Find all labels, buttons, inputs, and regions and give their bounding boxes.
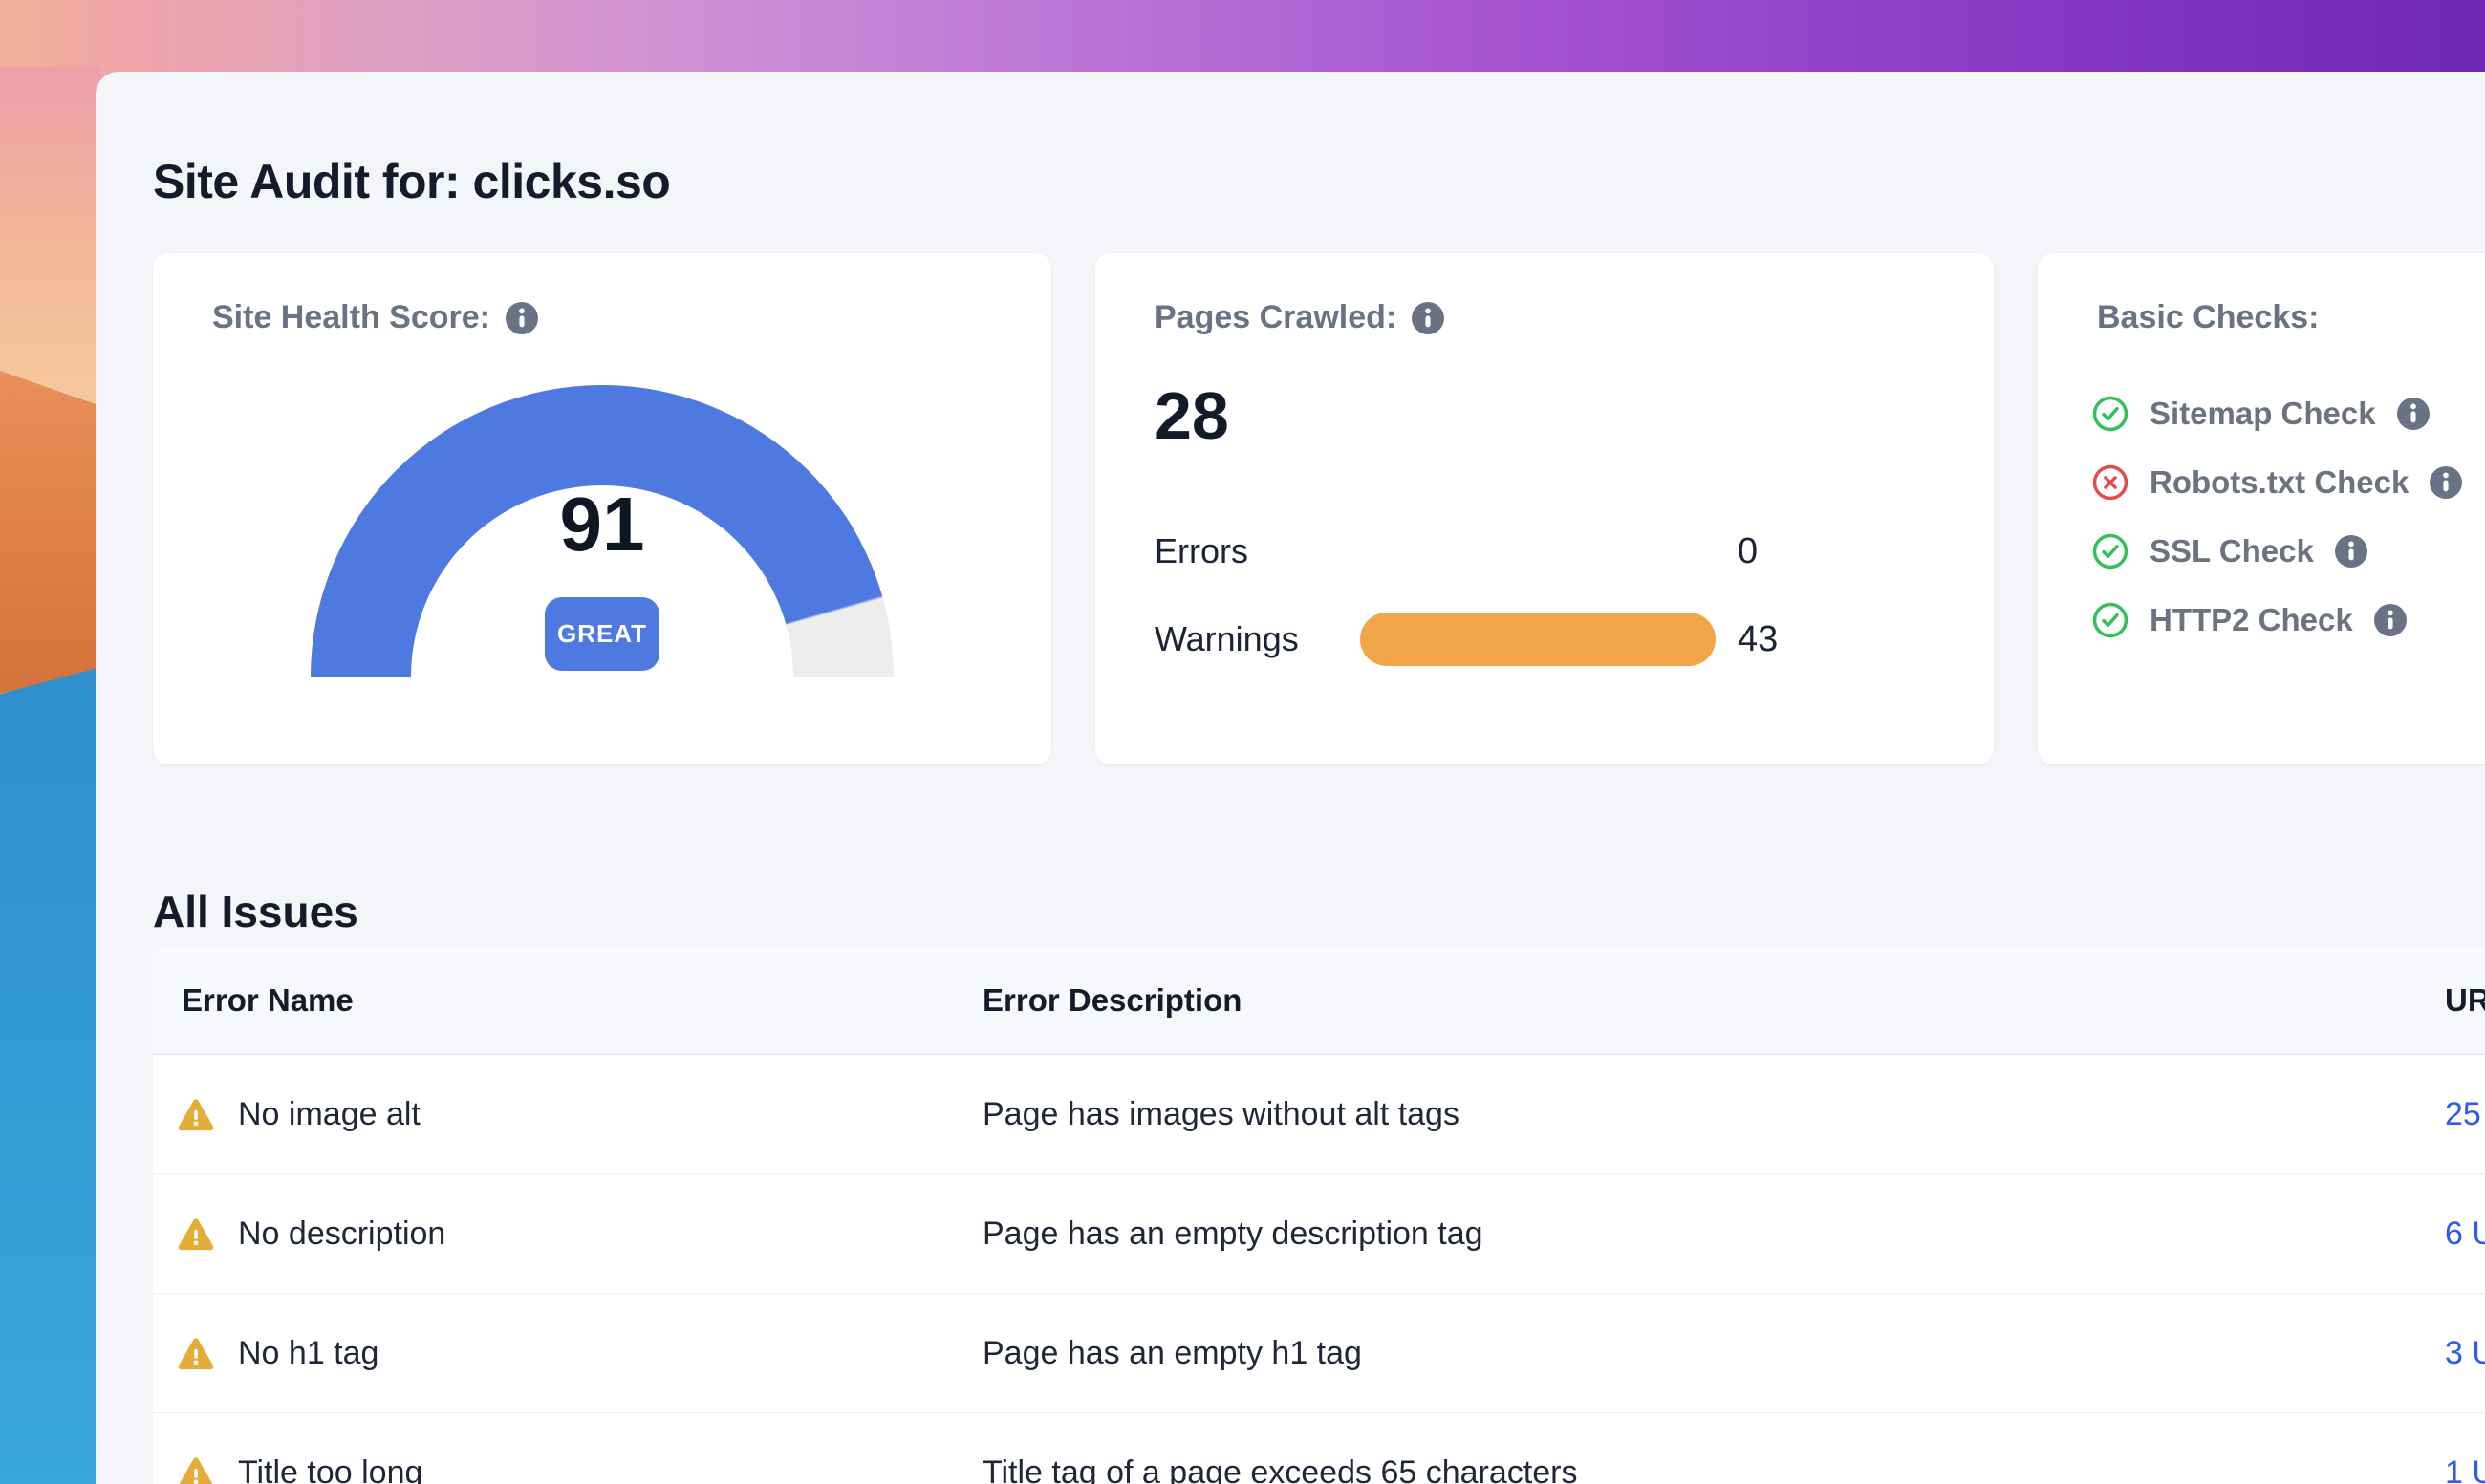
wallpaper-blue-band xyxy=(0,667,101,1484)
error-description: Page has images without alt tags xyxy=(983,1095,1459,1132)
summary-cards: Site Health Score: 91 GREAT Pages Crawle… xyxy=(153,253,2485,764)
table-row: No h1 tag Page has an empty h1 tag 3 URL… xyxy=(153,1294,2485,1413)
error-name: No description xyxy=(238,1215,446,1252)
check-circle-icon xyxy=(2092,602,2128,638)
crawl-stat-value: 0 xyxy=(1738,530,1759,571)
wallpaper-orange-band xyxy=(0,371,101,694)
crawl-stat-bar-cell xyxy=(1360,613,1738,666)
basic-check-item: SSL Check xyxy=(2092,517,2462,586)
info-icon[interactable] xyxy=(2334,535,2367,568)
crawl-stats: Errors 0 Warnings 43 xyxy=(1155,523,1934,699)
basic-check-item: Robots.txt Check xyxy=(2092,448,2463,517)
crawl-stat-label: Errors xyxy=(1155,531,1248,570)
basic-check-label: Sitemap Check xyxy=(2150,396,2376,431)
table-body: No image alt Page has images without alt… xyxy=(153,1055,2485,1484)
error-name: Title too long xyxy=(238,1453,423,1484)
crawl-stat-label: Warnings xyxy=(1155,619,1299,658)
basic-check-label: Robots.txt Check xyxy=(2150,464,2409,500)
all-issues-table: Error Name Error Description URLs No ima… xyxy=(153,946,2485,1484)
urls-link[interactable]: 6 URLs xyxy=(2445,1215,2485,1252)
warning-triangle-icon xyxy=(177,1216,215,1252)
app-window: Site Audit for: clicks.so Site Health Sc… xyxy=(96,72,2485,1484)
basic-checks-card: Basic Checks: Sitemap Check Robots.txt C… xyxy=(2038,253,2485,764)
warnings-bar xyxy=(1360,613,1716,666)
card-heading: Basic Checks: xyxy=(2097,299,2319,336)
column-header-urls: URLs xyxy=(2445,981,2485,1018)
x-circle-icon xyxy=(2092,464,2128,501)
crawl-stat-row: Warnings 43 xyxy=(1155,611,1934,668)
card-heading: Pages Crawled: xyxy=(1155,299,1445,336)
column-header-error-description: Error Description xyxy=(983,981,1242,1018)
urls-link[interactable]: 1 URL xyxy=(2445,1453,2485,1484)
health-score-badge: GREAT xyxy=(544,597,660,671)
warning-triangle-icon xyxy=(177,1455,215,1484)
info-icon[interactable] xyxy=(2430,466,2463,499)
info-icon[interactable] xyxy=(1412,301,1445,334)
basic-check-item: HTTP2 Check xyxy=(2092,586,2462,655)
table-row: Title too long Title tag of a page excee… xyxy=(153,1413,2485,1484)
health-gauge: 91 GREAT xyxy=(311,385,894,677)
pages-crawled-label: Pages Crawled: xyxy=(1155,299,1397,335)
crawl-stat-value: 43 xyxy=(1738,618,1779,659)
check-circle-icon xyxy=(2092,396,2128,432)
page-title: Site Audit for: clicks.so xyxy=(153,154,671,208)
basic-check-item: Sitemap Check xyxy=(2092,379,2462,448)
crawl-stat-bar-cell xyxy=(1360,525,1738,578)
error-name: No h1 tag xyxy=(238,1334,379,1371)
health-score-value: 91 xyxy=(559,482,645,567)
info-icon[interactable] xyxy=(2373,604,2407,636)
basic-checks-list: Sitemap Check Robots.txt Check SSL Check xyxy=(2092,379,2463,655)
error-description: Page has an empty description tag xyxy=(983,1215,1483,1252)
error-name-cell: No image alt xyxy=(153,1096,983,1133)
error-name: No image alt xyxy=(238,1095,421,1132)
basic-checks-label: Basic Checks: xyxy=(2097,299,2320,335)
pages-crawled-card: Pages Crawled: 28 Errors 0 Warnings 43 xyxy=(1095,253,1994,764)
error-description: Page has an empty h1 tag xyxy=(983,1334,1362,1371)
site-health-score-card: Site Health Score: 91 GREAT xyxy=(153,253,1051,764)
warning-triangle-icon xyxy=(177,1336,215,1371)
card-heading: Site Health Score: xyxy=(212,299,538,336)
error-name-cell: No h1 tag xyxy=(153,1335,983,1372)
crawl-stat-row: Errors 0 xyxy=(1155,523,1934,580)
basic-check-label: HTTP2 Check xyxy=(2150,602,2353,637)
error-name-cell: Title too long xyxy=(153,1454,983,1484)
table-header-row: Error Name Error Description URLs xyxy=(153,946,2485,1055)
pages-crawled-count: 28 xyxy=(1155,378,1229,453)
error-name-cell: No description xyxy=(153,1215,983,1253)
column-header-error-name: Error Name xyxy=(182,981,354,1018)
info-icon[interactable] xyxy=(505,301,538,334)
table-row: No image alt Page has images without alt… xyxy=(153,1055,2485,1174)
basic-check-label: SSL Check xyxy=(2150,533,2314,569)
table-row: No description Page has an empty descrip… xyxy=(153,1174,2485,1294)
site-health-score-label: Site Health Score: xyxy=(212,299,490,335)
check-circle-icon xyxy=(2092,533,2128,570)
warning-triangle-icon xyxy=(177,1097,215,1132)
urls-link[interactable]: 3 URLs xyxy=(2445,1334,2485,1371)
info-icon[interactable] xyxy=(2396,398,2430,430)
error-description: Title tag of a page exceeds 65 character… xyxy=(983,1453,1578,1484)
urls-link[interactable]: 25 URLs xyxy=(2445,1095,2485,1132)
all-issues-heading: All Issues xyxy=(153,887,358,937)
